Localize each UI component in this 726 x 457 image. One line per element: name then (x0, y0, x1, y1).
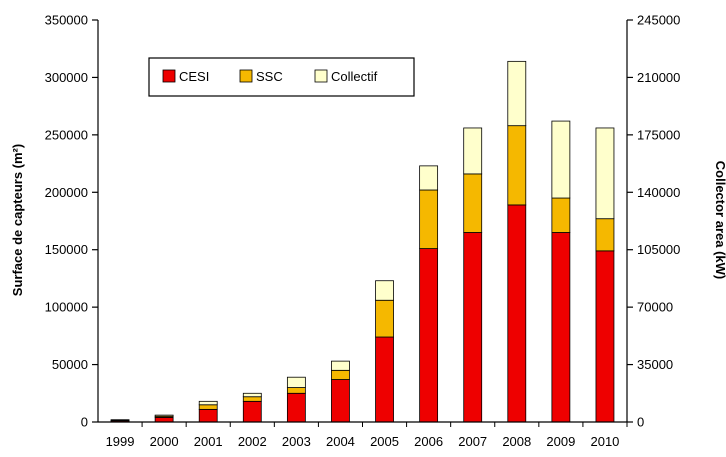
bar-segment-cesi-2005 (376, 337, 394, 422)
legend-label-collectif: Collectif (331, 69, 378, 84)
bar-segment-ssc-2005 (376, 300, 394, 337)
bar-segment-ssc-2006 (420, 190, 438, 249)
x-tick-label: 2001 (194, 434, 223, 449)
y-right-tick-label: 175000 (637, 127, 680, 142)
y-left-tick-label: 50000 (52, 357, 88, 372)
y-right-tick-label: 105000 (637, 242, 680, 257)
bar-segment-ssc-2010 (596, 219, 614, 251)
y-axis-left-title: Surface de capteurs (m²) (10, 144, 25, 296)
y-left-tick-label: 200000 (45, 185, 88, 200)
y-left-tick-label: 250000 (45, 127, 88, 142)
x-tick-label: 2000 (150, 434, 179, 449)
bar-segment-collectif-2008 (508, 61, 526, 125)
y-left-tick-label: 150000 (45, 242, 88, 257)
legend-swatch-ssc (240, 70, 252, 82)
bar-segment-collectif-2009 (552, 121, 570, 198)
bar-segment-ssc-2003 (287, 388, 305, 394)
x-tick-label: 2005 (370, 434, 399, 449)
bar-segment-cesi-2000 (155, 417, 173, 422)
bar-segment-ssc-2004 (331, 370, 349, 379)
y-left-tick-label: 100000 (45, 300, 88, 315)
bar-segment-ssc-2007 (464, 174, 482, 233)
x-tick-label: 1999 (106, 434, 135, 449)
y-right-tick-label: 35000 (637, 357, 673, 372)
x-tick-label: 2002 (238, 434, 267, 449)
x-tick-label: 2006 (414, 434, 443, 449)
bar-segment-cesi-2007 (464, 232, 482, 422)
y-axis-right-title: Collector area (kW) (713, 161, 726, 279)
y-right-tick-label: 245000 (637, 13, 680, 28)
bar-segment-cesi-2004 (331, 380, 349, 422)
bar-segment-ssc-2001 (199, 405, 217, 410)
legend-label-cesi: CESI (179, 69, 209, 84)
bar-segment-collectif-1999 (111, 420, 129, 421)
x-tick-label: 2008 (502, 434, 531, 449)
y-right-tick-label: 70000 (637, 300, 673, 315)
bar-segment-collectif-2005 (376, 281, 394, 301)
bar-segment-ssc-2008 (508, 126, 526, 205)
bar-segment-cesi-2010 (596, 251, 614, 422)
y-right-tick-label: 0 (637, 415, 644, 430)
bar-segment-cesi-2002 (243, 401, 261, 422)
x-tick-label: 2007 (458, 434, 487, 449)
bar-segment-collectif-2000 (155, 415, 173, 416)
bar-segment-cesi-2003 (287, 393, 305, 422)
legend-swatch-cesi (163, 70, 175, 82)
legend-label-ssc: SSC (256, 69, 283, 84)
x-tick-label: 2010 (590, 434, 619, 449)
bar-segment-collectif-2010 (596, 128, 614, 219)
legend-swatch-collectif (315, 70, 327, 82)
bar-segment-ssc-2002 (243, 397, 261, 402)
bar-segment-collectif-2002 (243, 393, 261, 396)
bar-segment-collectif-2003 (287, 377, 305, 387)
x-tick-label: 2003 (282, 434, 311, 449)
legend: CESI SSC Collectif (149, 58, 414, 96)
y-right-tick-label: 140000 (637, 185, 680, 200)
bar-segment-collectif-2001 (199, 401, 217, 404)
bar-segment-cesi-2006 (420, 249, 438, 422)
y-right-tick-label: 210000 (637, 70, 680, 85)
bar-segment-ssc-2009 (552, 198, 570, 232)
y-left-tick-label: 350000 (45, 13, 88, 28)
y-left-tick-label: 0 (81, 415, 88, 430)
y-left-tick-label: 300000 (45, 70, 88, 85)
bars-group (111, 61, 614, 422)
bar-segment-collectif-2007 (464, 128, 482, 174)
bar-segment-collectif-2006 (420, 166, 438, 190)
bar-segment-cesi-2009 (552, 232, 570, 422)
bar-segment-cesi-2001 (199, 409, 217, 422)
bar-segment-collectif-2004 (331, 361, 349, 370)
bar-segment-cesi-2008 (508, 205, 526, 422)
x-tick-label: 2009 (546, 434, 575, 449)
x-tick-label: 2004 (326, 434, 355, 449)
